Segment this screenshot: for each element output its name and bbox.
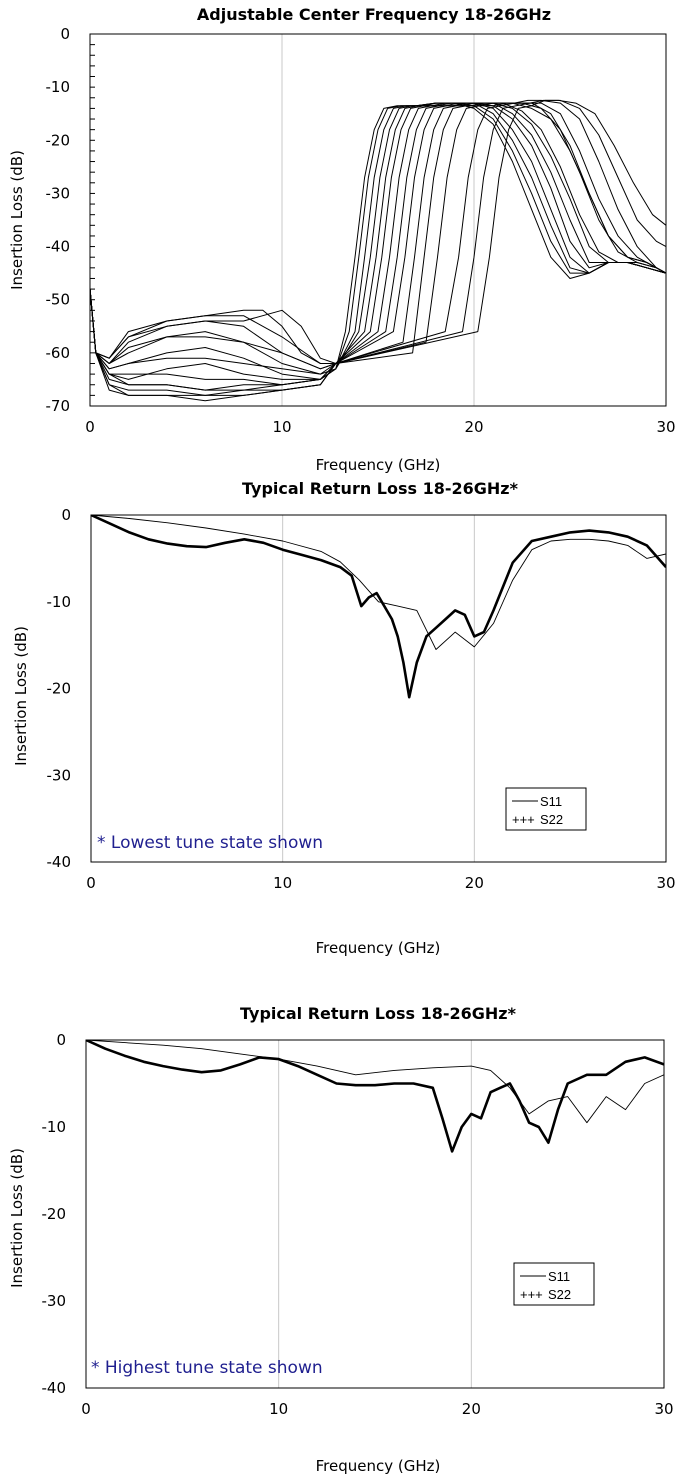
x-tick-label: 20 xyxy=(464,418,483,436)
series-line-trace-1 xyxy=(90,102,666,391)
series-line-s11 xyxy=(86,1040,664,1124)
series-line-trace-10 xyxy=(90,102,666,375)
chart-3-x-axis-label: Frequency (GHz) xyxy=(316,1457,441,1475)
y-tick-label: -30 xyxy=(46,184,71,202)
y-tick-label: -50 xyxy=(46,291,71,309)
y-tick-label: -30 xyxy=(42,1292,67,1310)
x-tick-label: 0 xyxy=(85,418,95,436)
legend-label-s11: S11 xyxy=(548,1269,570,1284)
series-line-s22 xyxy=(91,515,666,699)
x-tick-label: 20 xyxy=(462,1400,481,1418)
y-tick-label: -30 xyxy=(47,766,72,784)
x-tick-label: 20 xyxy=(465,874,484,892)
y-tick-label: -10 xyxy=(46,78,71,96)
series-line-s22 xyxy=(86,1040,664,1153)
chart-1-svg: Adjustable Center Frequency 18-26GHz Fre… xyxy=(8,5,676,474)
legend-marker-s22: +++ xyxy=(520,1287,543,1302)
series-line-s11 xyxy=(91,515,666,650)
chart-3-y-axis-label: Insertion Loss (dB) xyxy=(8,1148,26,1288)
x-tick-label: 0 xyxy=(81,1400,91,1418)
legend-marker-s22: +++ xyxy=(512,812,535,827)
series-line-trace-15 xyxy=(90,99,666,402)
x-tick-label: 30 xyxy=(656,418,675,436)
legend-label-s11: S11 xyxy=(540,794,562,809)
y-tick-label: -20 xyxy=(46,131,71,149)
y-tick-label: -40 xyxy=(46,238,71,256)
y-tick-label: 0 xyxy=(61,506,71,524)
y-tick-label: -60 xyxy=(46,344,71,362)
x-tick-label: 30 xyxy=(654,1400,673,1418)
chart-3: Typical Return Loss 18-26GHz* Frequency … xyxy=(0,960,679,1477)
series-line-trace-4 xyxy=(90,102,666,375)
chart-1: Adjustable Center Frequency 18-26GHz Fre… xyxy=(0,0,679,475)
chart-1-y-axis-label: Insertion Loss (dB) xyxy=(8,150,26,290)
chart-1-x-axis-label: Frequency (GHz) xyxy=(316,456,441,474)
series-line-trace-13 xyxy=(90,99,666,396)
chart-2-title: Typical Return Loss 18-26GHz* xyxy=(242,479,519,498)
x-tick-label: 10 xyxy=(273,874,292,892)
series-line-trace-2 xyxy=(90,102,666,380)
x-tick-label: 30 xyxy=(656,874,675,892)
y-tick-label: -40 xyxy=(47,853,72,871)
legend-box xyxy=(505,787,587,831)
x-tick-label: 0 xyxy=(86,874,96,892)
chart-2: Typical Return Loss 18-26GHz* Frequency … xyxy=(0,475,679,960)
plot-frame xyxy=(90,514,667,863)
series-line-trace-8 xyxy=(90,102,666,364)
series-line-trace-11 xyxy=(90,102,666,386)
y-tick-label: -10 xyxy=(42,1118,67,1136)
y-tick-label: 0 xyxy=(56,1031,66,1049)
y-tick-label: -20 xyxy=(42,1205,67,1223)
plot-frame xyxy=(85,1039,665,1389)
series-line-trace-3 xyxy=(90,102,666,380)
plot-frame xyxy=(89,33,667,407)
y-tick-label: -70 xyxy=(46,397,71,415)
legend-label-s22: S22 xyxy=(540,812,563,827)
series-line-trace-6 xyxy=(90,102,666,364)
legend-box xyxy=(513,1262,595,1306)
annotation-note: * Highest tune state shown xyxy=(91,1358,323,1378)
legend-label-s22: S22 xyxy=(548,1287,571,1302)
y-tick-label: 0 xyxy=(60,25,70,43)
y-tick-label: -10 xyxy=(47,593,72,611)
chart-2-svg: Typical Return Loss 18-26GHz* Frequency … xyxy=(12,479,676,957)
y-tick-label: -40 xyxy=(42,1379,67,1397)
annotation-note: * Lowest tune state shown xyxy=(97,833,323,853)
chart-1-title: Adjustable Center Frequency 18-26GHz xyxy=(197,5,551,24)
series-line-trace-7 xyxy=(90,102,666,364)
chart-2-y-axis-label: Insertion Loss (dB) xyxy=(12,626,30,766)
chart-2-x-axis-label: Frequency (GHz) xyxy=(316,939,441,957)
x-tick-label: 10 xyxy=(269,1400,288,1418)
x-tick-label: 10 xyxy=(272,418,291,436)
chart-3-title: Typical Return Loss 18-26GHz* xyxy=(240,1004,517,1023)
y-tick-label: -20 xyxy=(47,680,72,698)
chart-3-svg: Typical Return Loss 18-26GHz* Frequency … xyxy=(8,1004,674,1475)
series-line-trace-12 xyxy=(90,102,666,391)
